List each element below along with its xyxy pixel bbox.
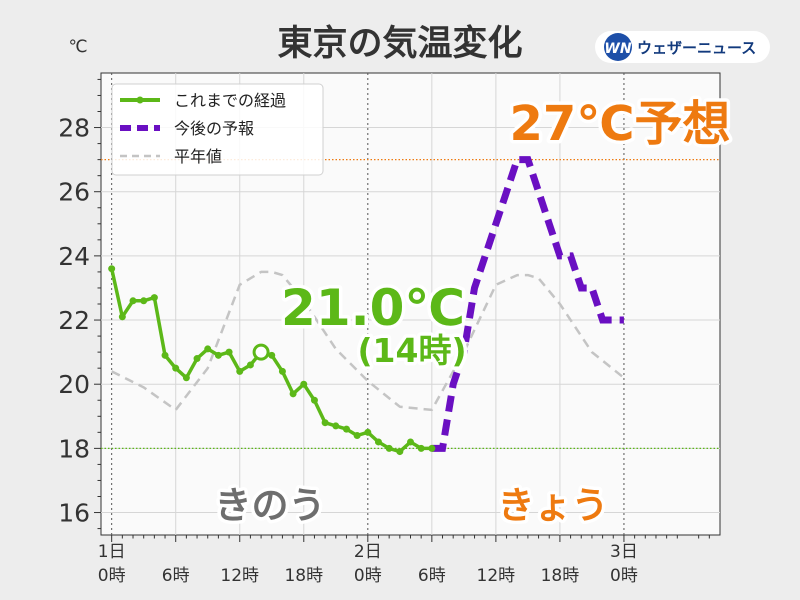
observed-point [374,438,382,446]
observed-point [204,345,212,353]
y-tick-label: 18 [58,434,90,463]
observed-point [140,297,148,305]
forecast-high-label: 27℃予想 [510,96,731,152]
logo-mark-text: WN [604,41,631,57]
observed-point [172,364,180,372]
yesterday-label: きのう [215,484,326,527]
observed-point [129,297,137,305]
current-time-label: (14時) [357,331,466,370]
reference-lines [101,159,720,449]
observed-point [300,380,308,388]
forecast-line [431,156,624,452]
y-tick-label: 22 [58,306,90,335]
x-tick-label: 18時 [541,566,580,586]
x-tick-label: 1日 0時 [98,542,126,586]
x-tick-label: 2日 0時 [354,542,382,586]
x-tick-label: 12時 [477,566,516,586]
y-tick-label: 26 [58,178,90,207]
observed-point [118,313,126,321]
current-point-marker [252,343,270,361]
logo-badge [595,31,770,63]
forecast-series [431,156,624,452]
observed-point [321,419,329,427]
normal-series [111,270,625,412]
x-tick-label: 6時 [418,566,446,586]
y-tick-label: 24 [58,242,90,271]
logo-text: ウェザーニュース [637,39,756,57]
observed-point [417,444,425,452]
observed-point [214,351,222,359]
x-tick-label: 6時 [162,566,190,586]
observed-point [108,265,116,273]
observed-point [364,428,372,436]
legend-observed-label: これまでの経過 [174,91,286,110]
observed-point [289,390,297,398]
observed-point [342,425,350,433]
observed-point [268,351,276,359]
weathernews-logo: WN ウェザーニュース [595,31,770,63]
x-tick-label: 12時 [220,566,259,586]
observed-point [161,351,169,359]
observed-point [150,294,158,302]
y-tick-label: 28 [58,114,90,143]
y-tick-label: 20 [58,370,90,399]
observed-point [278,367,286,375]
normal-line [111,270,625,412]
legend-observed-marker [136,96,144,104]
observed-point [428,444,436,452]
observed-point [225,348,233,356]
x-tick-label: 18時 [284,566,323,586]
chart-title: 東京の気温変化 [277,23,522,64]
y-tick-label: 16 [58,499,90,528]
observed-point [407,438,414,446]
observed-point [236,367,244,375]
observed-point [353,432,361,440]
observed-point [246,361,254,369]
observed-point [396,448,404,456]
x-tick-label: 3日 0時 [610,542,638,586]
today-label: きょう [498,484,609,527]
observed-series [108,265,436,456]
x-axis-ticks: 1日 0時 6時 12時 18時 2日 0時 6時 12時 18時 3日 0時 [98,535,710,586]
observed-point [182,374,190,382]
observed-point [193,355,201,363]
legend-box [111,83,324,176]
logo-mark-icon [604,33,632,61]
legend-normal-label: 平年値 [174,147,222,166]
y-axis-ticks: 16 18 20 22 24 26 28 [58,78,101,530]
observed-point [385,444,393,452]
current-value-label: 21.0℃ [281,279,465,337]
observed-point [332,422,340,430]
legend-forecast-label: 今後の予報 [174,119,254,138]
observed-point [310,396,318,404]
y-unit-label: ℃ [68,37,87,57]
legend: これまでの経過 今後の予報 平年値 [111,83,324,176]
